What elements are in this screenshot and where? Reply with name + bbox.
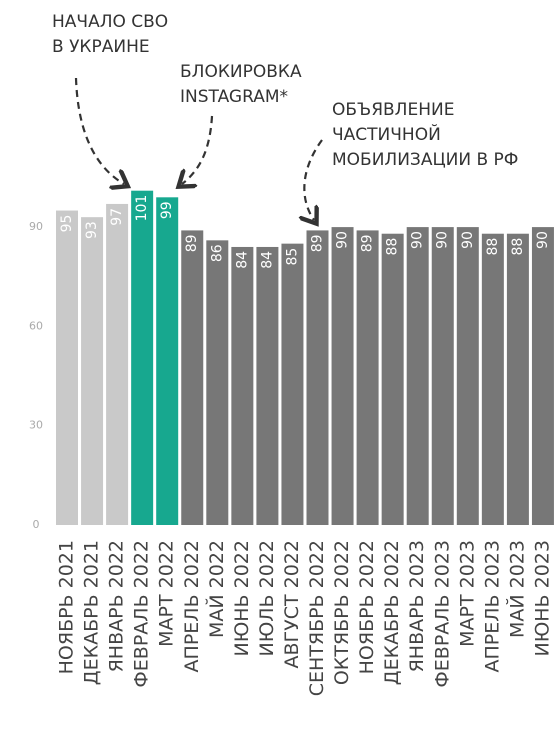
arrow xyxy=(74,77,124,184)
value-label: 88 xyxy=(510,238,526,256)
x-tick-label: МАРТ 2023 xyxy=(456,540,478,647)
x-tick-label: ИЮНЬ 2022 xyxy=(231,540,253,656)
bar xyxy=(256,246,279,525)
bar xyxy=(406,227,429,525)
x-tick-label: ФЕВРАЛЬ 2023 xyxy=(431,540,453,688)
annotation: БЛОКИРОВКА xyxy=(180,62,302,82)
bar xyxy=(156,197,179,525)
y-tick-label: 0 xyxy=(33,518,40,531)
annotation: МОБИЛИЗАЦИИ В РФ xyxy=(332,150,518,170)
value-label: 89 xyxy=(360,234,376,252)
value-label: 84 xyxy=(259,251,275,269)
x-tick-label: ЯНВАРЬ 2023 xyxy=(406,540,428,672)
value-label: 90 xyxy=(410,231,426,249)
x-tick-label: ДЕКАБРЬ 2022 xyxy=(381,540,403,685)
x-tick-label: СЕНТЯБРЬ 2022 xyxy=(306,540,328,696)
x-tick-label: МАРТ 2022 xyxy=(156,540,178,647)
value-label: 90 xyxy=(535,231,551,249)
x-tick-label: ФЕВРАЛЬ 2022 xyxy=(131,540,153,688)
value-label: 88 xyxy=(485,238,501,256)
y-tick-label: 90 xyxy=(29,220,43,233)
bar xyxy=(356,230,379,525)
x-tick-label: ОКТЯБРЬ 2022 xyxy=(331,540,353,685)
x-tick-label: ДЕКАБРЬ 2021 xyxy=(81,540,103,685)
bar xyxy=(531,227,554,525)
bar xyxy=(206,240,229,525)
annotation: ЧАСТИЧНОЙ xyxy=(332,123,441,145)
value-label: 88 xyxy=(385,238,401,256)
annotation: НАЧАЛО СВО xyxy=(52,12,168,32)
x-tick-label: АПРЕЛЬ 2023 xyxy=(481,540,503,672)
bar xyxy=(231,246,254,525)
x-tick-label: ЯНВАРЬ 2022 xyxy=(106,540,128,672)
y-tick-label: 30 xyxy=(29,419,43,432)
value-label: 101 xyxy=(134,195,150,222)
value-label: 99 xyxy=(159,201,175,219)
value-label: 95 xyxy=(59,215,75,233)
bar xyxy=(281,243,304,525)
x-tick-label: АПРЕЛЬ 2022 xyxy=(181,540,203,672)
bar xyxy=(306,230,329,525)
bar xyxy=(381,233,404,525)
value-label: 89 xyxy=(310,234,326,252)
x-tick-label: АВГУСТ 2022 xyxy=(281,540,303,668)
bar xyxy=(56,210,78,526)
x-tick-label: ИЮНЬ 2023 xyxy=(531,540,553,656)
value-label: 90 xyxy=(335,231,351,249)
bar xyxy=(456,227,479,525)
value-label: 86 xyxy=(209,244,225,262)
value-label: 90 xyxy=(460,231,476,249)
arrow xyxy=(304,139,323,220)
value-label: 97 xyxy=(109,208,125,226)
x-tick-label: МАЙ 2022 xyxy=(205,540,228,638)
arrow xyxy=(182,115,214,184)
bar xyxy=(506,233,529,525)
x-tick-label: НОЯБРЬ 2021 xyxy=(56,540,78,674)
bar xyxy=(431,227,454,525)
x-tick-label: НОЯБРЬ 2022 xyxy=(356,540,378,674)
bar xyxy=(106,203,129,525)
annotation: ОБЪЯВЛЕНИЕ xyxy=(332,100,454,120)
y-tick-label: 60 xyxy=(29,319,43,332)
bar xyxy=(131,190,154,525)
annotation: INSTAGRAM* xyxy=(180,87,288,107)
x-tick-label: ИЮЛЬ 2022 xyxy=(256,540,278,656)
value-label: 84 xyxy=(234,251,250,269)
bar xyxy=(81,217,104,526)
bar xyxy=(181,230,204,525)
value-label: 90 xyxy=(435,231,451,249)
value-label: 89 xyxy=(184,234,200,252)
bar xyxy=(481,233,504,525)
value-label: 93 xyxy=(84,221,100,239)
value-label: 85 xyxy=(284,248,300,266)
annotation: В УКРАИНЕ xyxy=(52,37,150,57)
x-tick-label: МАЙ 2023 xyxy=(505,540,528,638)
bar xyxy=(331,227,354,525)
